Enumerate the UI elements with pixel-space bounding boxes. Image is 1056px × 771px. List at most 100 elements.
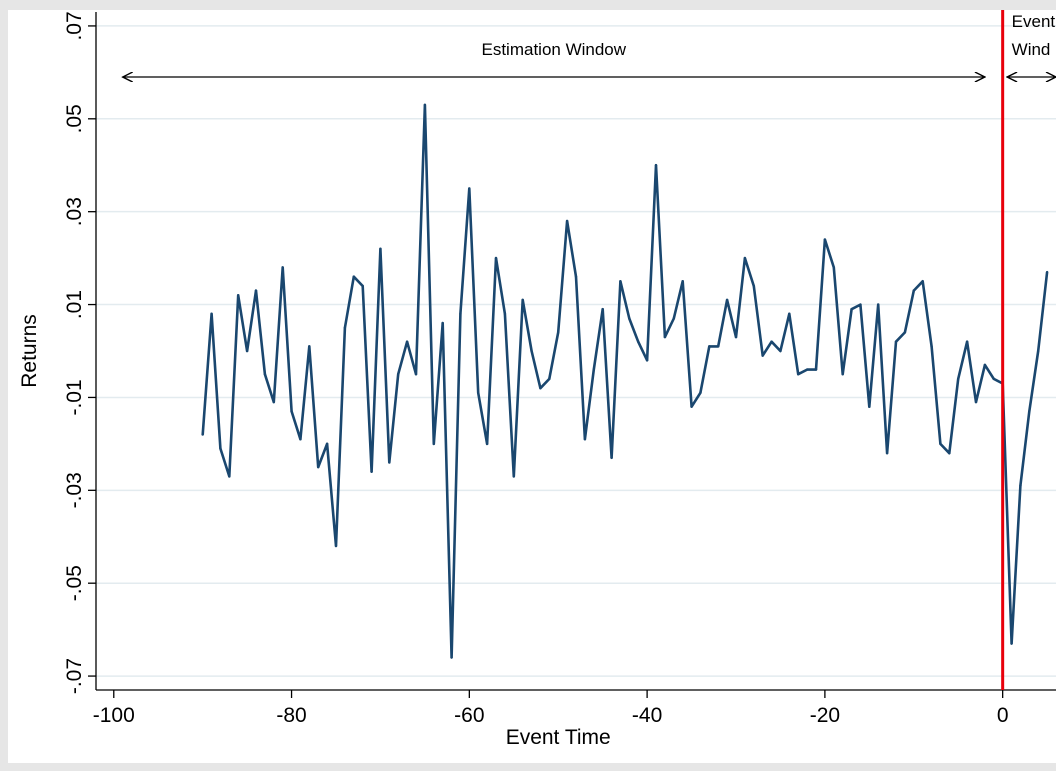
data-point: [423, 103, 427, 107]
data-point: [779, 349, 782, 353]
data-point: [468, 187, 471, 190]
series-layer: [201, 10, 1049, 690]
x-tick-label: -60: [454, 704, 484, 727]
data-point: [717, 345, 720, 348]
data-point: [352, 275, 355, 278]
data-point: [912, 289, 915, 292]
data-point: [459, 312, 462, 316]
data-point: [628, 317, 631, 320]
data-point: [708, 345, 711, 348]
data-point: [1010, 642, 1013, 645]
data-point: [557, 331, 560, 334]
data-point: [761, 354, 764, 357]
data-point: [343, 326, 347, 329]
data-point: [690, 405, 693, 408]
y-tick-label: .05: [63, 104, 86, 133]
data-point: [841, 373, 844, 376]
data-point: [503, 312, 507, 316]
data-point: [894, 340, 898, 343]
data-point: [797, 373, 800, 376]
y-tick-label: .01: [63, 290, 86, 319]
data-point: [743, 256, 747, 260]
data-point: [477, 391, 480, 394]
data-point: [1045, 270, 1049, 274]
data-point: [699, 391, 702, 394]
data-point: [610, 456, 613, 460]
data-point: [725, 298, 729, 302]
x-tick-label: -80: [276, 704, 306, 727]
x-tick-label: 0: [997, 704, 1009, 727]
y-tick-label: .03: [63, 197, 86, 226]
data-point: [681, 280, 684, 283]
data-point: [850, 308, 853, 311]
data-point: [859, 303, 862, 306]
data-point: [1019, 484, 1022, 487]
data-point: [868, 405, 871, 408]
data-point: [788, 312, 791, 316]
data-point: [379, 247, 382, 251]
data-point: [219, 447, 222, 450]
data-point: [1037, 349, 1040, 353]
data-point: [539, 386, 542, 390]
data-point: [957, 377, 960, 381]
data-point: [450, 656, 453, 659]
data-point: [228, 475, 231, 478]
data-point: [485, 442, 489, 446]
data-point: [654, 164, 658, 167]
data-point: [814, 368, 818, 371]
data-point: [645, 359, 649, 362]
data-point: [930, 345, 933, 348]
returns-chart: -.07 -.05 -.03 -.01 .01 .03 .05 .07 -100 -80 -60 -4…: [18, 10, 1056, 749]
data-point: [903, 331, 907, 334]
x-tick-label: -40: [632, 704, 662, 727]
data-point: [832, 266, 835, 269]
data-point: [921, 280, 924, 283]
data-point: [948, 451, 951, 455]
data-point: [752, 284, 755, 288]
data-point: [361, 284, 364, 288]
data-point: [432, 442, 435, 446]
data-point: [512, 475, 515, 478]
data-point: [592, 368, 595, 371]
data-point: [299, 438, 302, 441]
data-point: [245, 349, 249, 353]
data-point: [521, 298, 524, 302]
x-axis-title: Event Time: [506, 726, 611, 749]
data-point: [405, 340, 409, 343]
x-tick-label: -20: [810, 704, 840, 727]
data-point: [201, 433, 204, 436]
data-point: [601, 308, 604, 311]
data-point: [619, 280, 622, 283]
data-point: [308, 345, 311, 348]
data-point: [805, 368, 809, 371]
data-point: [388, 461, 391, 464]
data-point: [530, 349, 533, 353]
data-point: [672, 317, 675, 320]
y-tick-label: -.01: [63, 379, 86, 415]
data-point: [254, 289, 258, 292]
y-axis-title: Returns: [18, 314, 41, 388]
data-point: [494, 256, 498, 260]
data-point: [334, 544, 338, 548]
data-point: [770, 340, 773, 343]
data-point: [734, 335, 738, 339]
data-point: [290, 410, 293, 413]
x-tick-label: -100: [93, 704, 135, 727]
data-point: [414, 373, 418, 376]
data-point: [263, 373, 267, 376]
data-point: [370, 470, 373, 473]
data-point: [272, 400, 275, 404]
data-point: [823, 238, 827, 241]
data-point: [325, 442, 329, 446]
data-point: [637, 340, 640, 343]
returns-series-line: [201, 103, 1049, 659]
data-point: [983, 363, 987, 367]
data-point: [939, 442, 942, 446]
data-point: [885, 451, 889, 455]
data-point: [548, 377, 551, 381]
y-tick-label: -.05: [63, 565, 86, 601]
data-point: [1028, 410, 1031, 413]
estimation-window-label: Estimation Window: [481, 40, 626, 59]
data-point: [965, 340, 969, 343]
data-point: [583, 438, 587, 441]
